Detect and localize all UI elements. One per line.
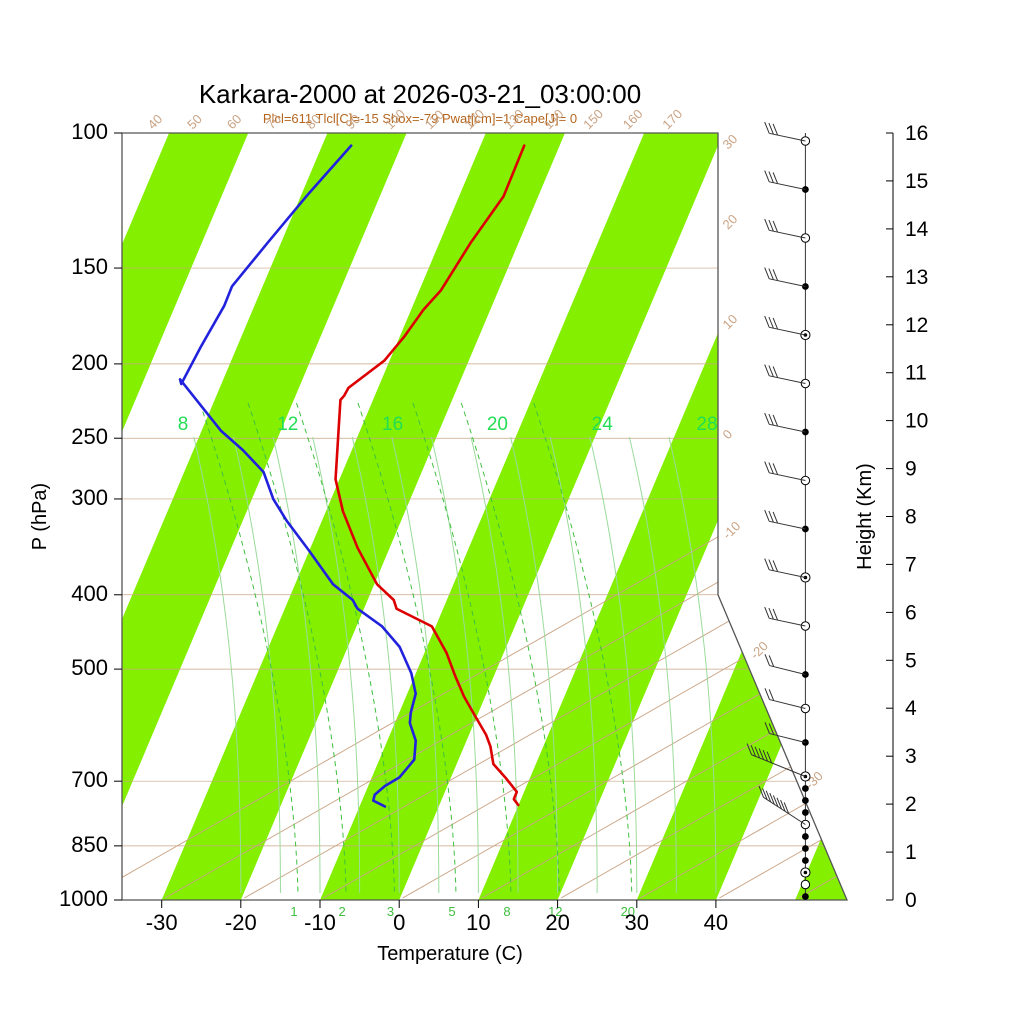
svg-text:14: 14 xyxy=(905,218,929,241)
svg-text:1: 1 xyxy=(290,904,297,919)
svg-text:4: 4 xyxy=(905,697,917,720)
svg-text:7: 7 xyxy=(905,553,917,576)
svg-text:20: 20 xyxy=(487,414,508,435)
svg-text:12: 12 xyxy=(905,314,928,337)
svg-text:15: 15 xyxy=(905,170,928,193)
svg-text:8: 8 xyxy=(503,904,510,919)
svg-text:5: 5 xyxy=(448,904,455,919)
svg-text:150: 150 xyxy=(71,254,108,279)
svg-text:30: 30 xyxy=(625,910,649,935)
svg-text:100: 100 xyxy=(71,119,108,144)
svg-text:1: 1 xyxy=(905,841,917,864)
svg-text:0: 0 xyxy=(905,889,917,912)
svg-text:16: 16 xyxy=(905,122,928,145)
svg-text:850: 850 xyxy=(71,832,108,857)
svg-text:300: 300 xyxy=(71,485,108,510)
svg-text:Height (Km): Height (Km) xyxy=(854,463,876,570)
svg-text:-20: -20 xyxy=(225,910,257,935)
svg-text:250: 250 xyxy=(71,424,108,449)
svg-text:-30: -30 xyxy=(146,910,178,935)
svg-text:11: 11 xyxy=(905,362,927,385)
svg-text:16: 16 xyxy=(382,414,403,435)
svg-text:9: 9 xyxy=(905,458,917,481)
svg-text:12: 12 xyxy=(277,414,298,435)
svg-text:40: 40 xyxy=(704,910,728,935)
svg-text:500: 500 xyxy=(71,655,108,680)
svg-text:Karkara-2000 at 2026-03-21_03:: Karkara-2000 at 2026-03-21_03:00:00 xyxy=(199,79,641,109)
svg-text:2: 2 xyxy=(905,793,917,816)
svg-text:-10: -10 xyxy=(304,910,336,935)
svg-text:Temperature (C): Temperature (C) xyxy=(377,943,523,965)
svg-text:P (hPa): P (hPa) xyxy=(29,483,51,550)
svg-text:10: 10 xyxy=(905,410,928,433)
svg-text:20: 20 xyxy=(545,910,569,935)
svg-text:5: 5 xyxy=(905,649,917,672)
svg-text:28: 28 xyxy=(696,414,717,435)
svg-text:10: 10 xyxy=(466,910,490,935)
svg-text:2: 2 xyxy=(338,904,345,919)
svg-text:8: 8 xyxy=(178,414,189,435)
svg-text:1000: 1000 xyxy=(59,886,108,911)
svg-text:24: 24 xyxy=(592,414,614,435)
svg-text:200: 200 xyxy=(71,350,108,375)
svg-text:8: 8 xyxy=(905,506,917,529)
svg-text:0: 0 xyxy=(393,910,405,935)
svg-text:400: 400 xyxy=(71,581,108,606)
svg-text:13: 13 xyxy=(905,266,928,289)
svg-text:6: 6 xyxy=(905,601,917,624)
svg-text:3: 3 xyxy=(905,745,917,768)
svg-text:700: 700 xyxy=(71,767,108,792)
